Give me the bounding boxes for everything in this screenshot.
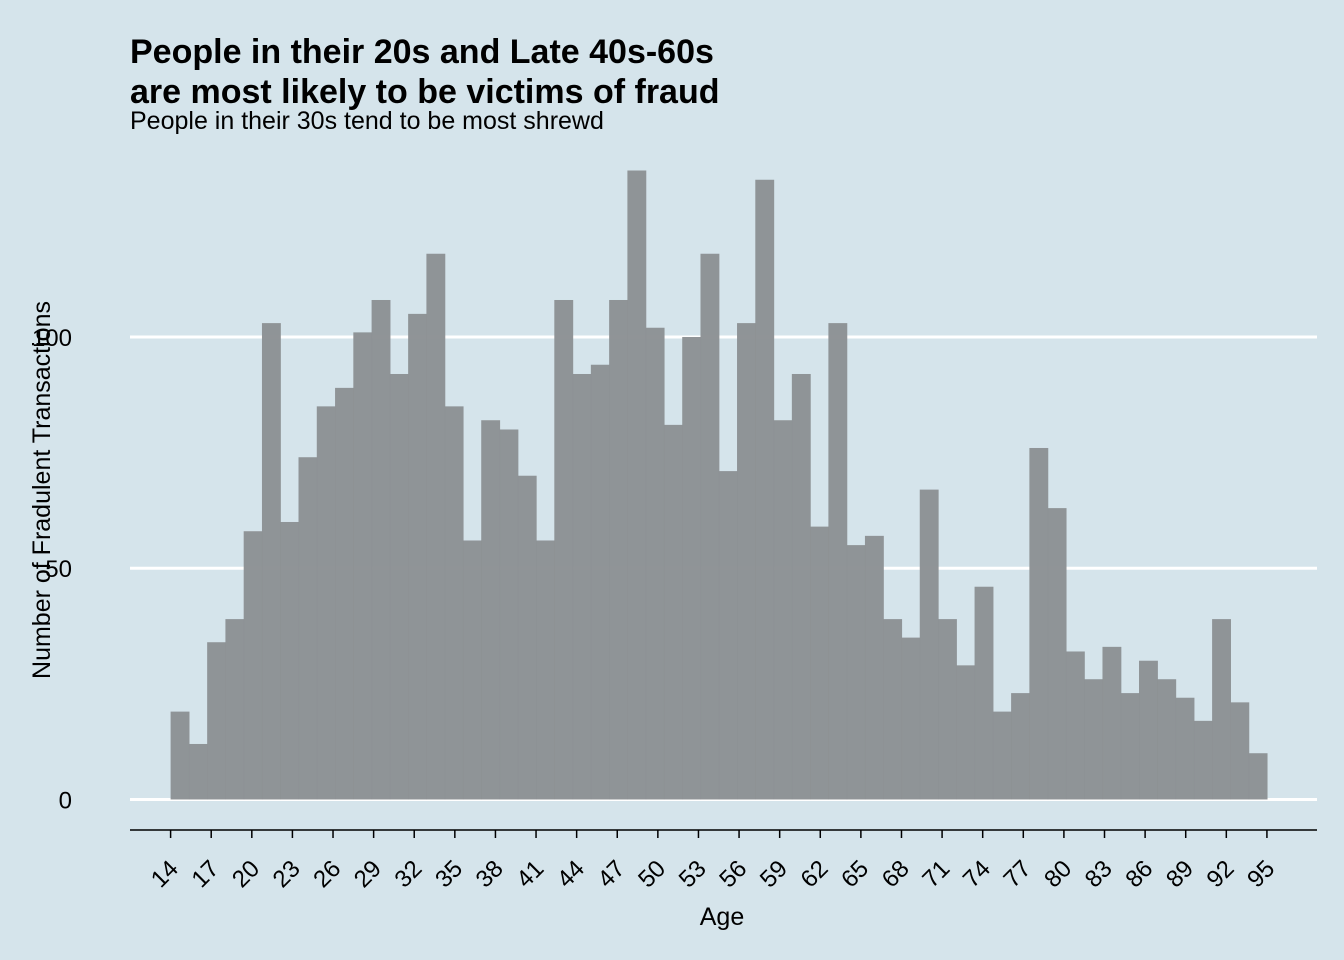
histogram-bar bbox=[1248, 753, 1268, 800]
y-tick-label: 100 bbox=[32, 325, 72, 352]
histogram-bar bbox=[700, 253, 720, 800]
chart-title-line-1: People in their 20s and Late 40s-60s bbox=[130, 33, 714, 71]
histogram-bar bbox=[536, 540, 555, 800]
histogram-bar bbox=[737, 323, 756, 800]
chart-title-line-2: are most likely to be victims of fraud bbox=[130, 73, 720, 111]
histogram-bar bbox=[1084, 679, 1104, 800]
histogram-bar bbox=[554, 299, 574, 800]
histogram-bar bbox=[974, 586, 994, 800]
histogram-bar bbox=[280, 521, 300, 800]
histogram-bar bbox=[828, 323, 848, 800]
histogram-bar bbox=[1139, 660, 1158, 800]
histogram-bar bbox=[992, 711, 1012, 800]
histogram-bar bbox=[1029, 447, 1049, 800]
histogram-bar bbox=[517, 475, 537, 800]
bars bbox=[170, 170, 1268, 800]
histogram-bar bbox=[243, 531, 263, 800]
histogram-bar bbox=[609, 299, 629, 800]
histogram-bar bbox=[663, 424, 683, 800]
histogram-bar bbox=[335, 387, 354, 800]
histogram-bar bbox=[682, 336, 702, 800]
x-axis-label: Age bbox=[700, 903, 744, 931]
histogram-bar bbox=[810, 526, 829, 800]
histogram-bar bbox=[938, 619, 957, 800]
histogram-bar bbox=[1157, 679, 1177, 800]
histogram-bar bbox=[901, 637, 921, 800]
histogram-bar bbox=[864, 535, 884, 800]
chart-subtitle: People in their 30s tend to be most shre… bbox=[130, 107, 604, 135]
histogram-bar bbox=[371, 299, 391, 800]
histogram-bar bbox=[207, 642, 227, 800]
histogram-bar bbox=[1175, 697, 1195, 800]
y-tick-labels: 0 50 100 bbox=[32, 325, 72, 814]
histogram-bar bbox=[590, 364, 610, 800]
histogram-bar bbox=[956, 665, 976, 800]
histogram-bar bbox=[791, 373, 811, 800]
histogram-bar bbox=[755, 179, 775, 800]
y-tick-label: 0 bbox=[59, 787, 72, 814]
histogram-bar bbox=[426, 253, 446, 800]
histogram-bar bbox=[444, 406, 464, 800]
histogram-bar bbox=[188, 743, 208, 800]
y-tick-label: 50 bbox=[45, 556, 72, 583]
histogram-bar bbox=[1120, 693, 1140, 800]
histogram-bar bbox=[225, 619, 245, 800]
histogram-bar bbox=[846, 545, 866, 800]
histogram-bar bbox=[627, 170, 647, 800]
histogram-bar bbox=[1193, 720, 1213, 800]
histogram-bar bbox=[481, 420, 501, 800]
histogram-bar bbox=[316, 406, 336, 800]
histogram-bar bbox=[298, 457, 318, 800]
histogram-bar bbox=[919, 489, 939, 800]
histogram-bar bbox=[1011, 693, 1030, 800]
histogram-bar bbox=[1230, 702, 1250, 800]
histogram-bar bbox=[1102, 646, 1122, 800]
histogram-bar bbox=[499, 429, 519, 800]
histogram-bar bbox=[572, 373, 592, 800]
histogram-bar bbox=[353, 332, 373, 800]
histogram-bar bbox=[883, 619, 903, 800]
histogram-bar bbox=[170, 711, 190, 800]
histogram-bar bbox=[1047, 508, 1067, 800]
histogram-bar bbox=[1212, 619, 1231, 800]
histogram-bar bbox=[462, 540, 482, 800]
histogram-bar bbox=[773, 420, 793, 800]
histogram-bar bbox=[408, 313, 428, 800]
histogram-bar bbox=[718, 471, 738, 800]
histogram-bar bbox=[1065, 651, 1085, 800]
histogram-bar bbox=[261, 323, 281, 800]
histogram-bar bbox=[645, 327, 665, 800]
histogram-bar bbox=[389, 373, 409, 800]
y-axis-label: Number of Fradulent Transactions bbox=[28, 301, 56, 679]
